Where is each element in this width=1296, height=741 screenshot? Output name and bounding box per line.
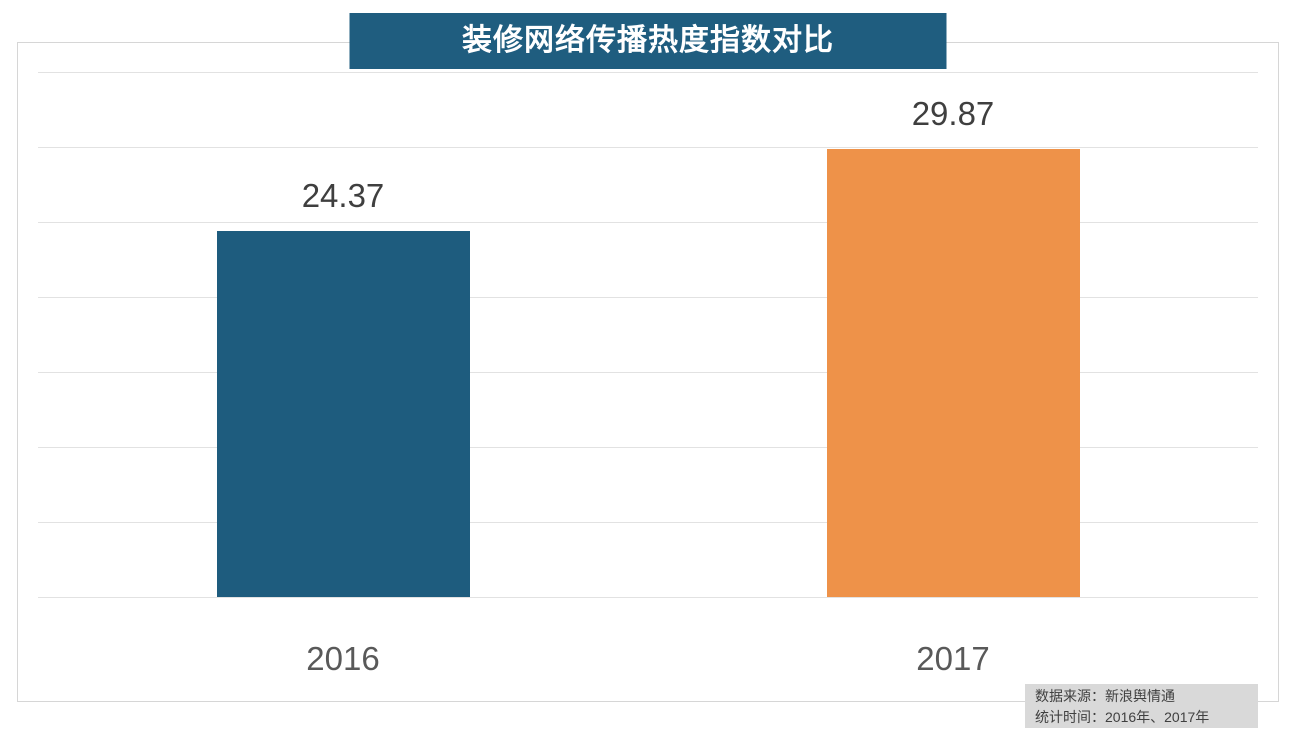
bar-2016: [216, 231, 470, 597]
gridline-5: [38, 522, 1258, 523]
x-axis-label-2017: 2017: [916, 640, 990, 677]
x-axis-label-2016: 2016: [306, 640, 380, 677]
gridline-20: [38, 297, 1258, 298]
gridline-25: [38, 222, 1258, 223]
gridline-35: [38, 72, 1258, 73]
gridline-30: [38, 147, 1258, 148]
plot-area: 24.37 29.87: [38, 72, 1258, 598]
bar-2017: [826, 148, 1080, 597]
gridline-15: [38, 372, 1258, 373]
gridline-0: [38, 597, 1258, 598]
source-line-1: 数据来源：新浪舆情通: [1035, 688, 1175, 704]
source-note: 数据来源：新浪舆情通 统计时间：2016年、2017年: [1025, 684, 1258, 728]
gridline-10: [38, 447, 1258, 448]
chart-title: 装修网络传播热度指数对比: [462, 24, 834, 57]
value-label-2016: 24.37: [301, 177, 385, 215]
source-line-2: 统计时间：2016年、2017年: [1035, 709, 1210, 725]
value-label-2017: 29.87: [911, 94, 995, 132]
chart-title-banner: 装修网络传播热度指数对比: [349, 13, 947, 69]
